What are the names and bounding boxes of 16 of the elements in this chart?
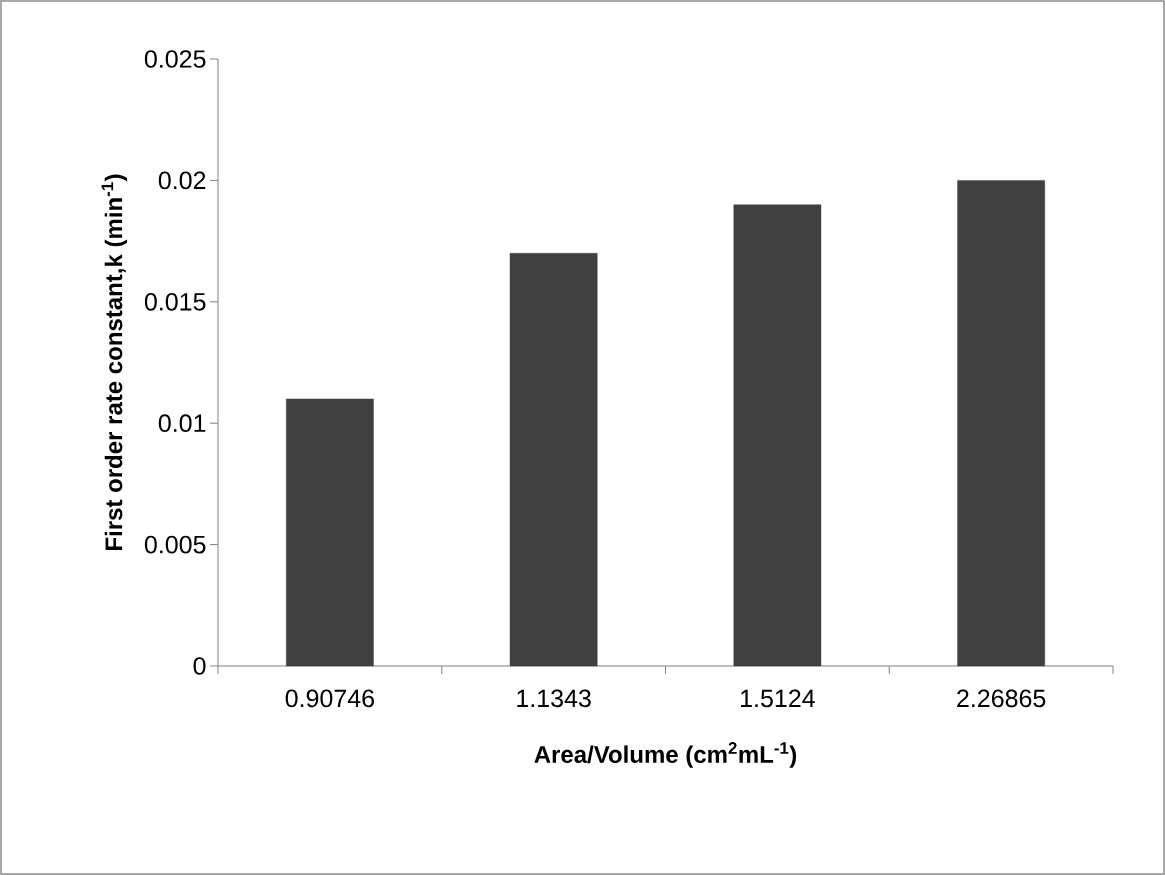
y-tick-label: 0.025	[144, 50, 206, 68]
x-tick-label: 1.1343	[517, 689, 591, 708]
y-tick-label: 0.02	[158, 171, 206, 190]
y-tick-label: 0.015	[144, 292, 206, 311]
x-axis-title: Area/Volume (cm$^{2}$mL$^{-1}$)	[534, 742, 797, 768]
bar	[509, 253, 598, 667]
x-tick-label: 2.26865	[957, 689, 1046, 708]
bar	[957, 180, 1045, 667]
y-tick-label: 0.005	[144, 535, 206, 554]
y-tick-label: 0.01	[158, 414, 206, 433]
y-tick-label: 0	[193, 657, 206, 675]
bar	[733, 204, 822, 667]
x-tick-label: 0.90746	[285, 689, 374, 708]
y-axis-title: First order rate constant,k (min$^{-1}$)	[101, 174, 128, 550]
x-tick-label: 1.5124	[741, 689, 815, 708]
bar	[286, 398, 374, 667]
